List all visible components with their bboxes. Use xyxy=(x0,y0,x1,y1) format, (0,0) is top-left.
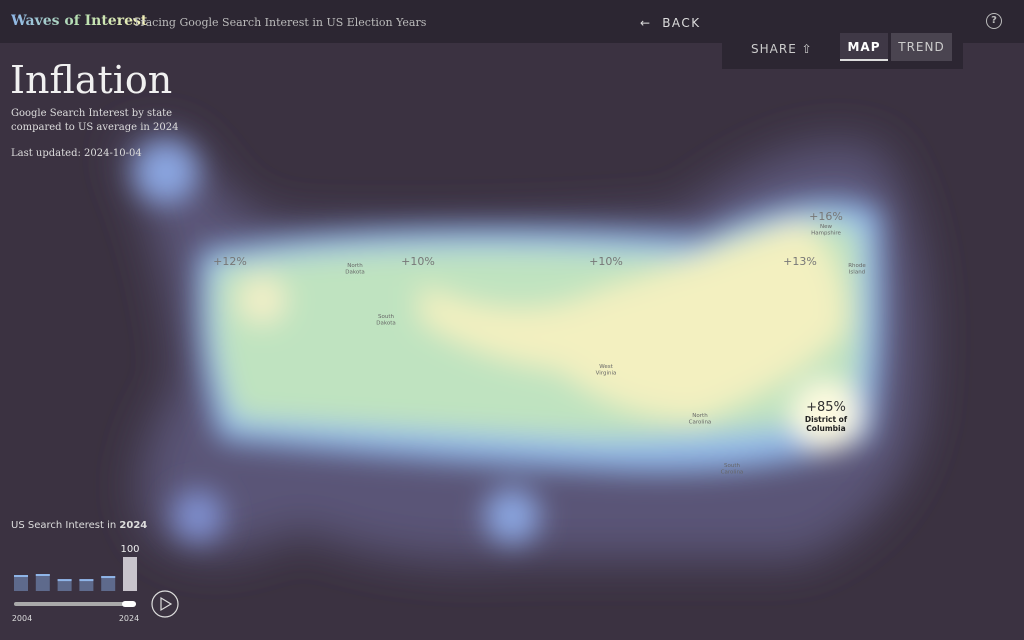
interest-bar xyxy=(57,579,72,591)
year-label: 2004 xyxy=(12,614,32,623)
interest-bar-cap xyxy=(14,575,28,578)
state-label: South Carolina xyxy=(721,463,744,476)
interest-bar xyxy=(35,574,50,591)
state-label: South Dakota xyxy=(376,314,396,327)
interest-bar-cap xyxy=(57,579,72,582)
share-label: SHARE xyxy=(751,42,797,56)
back-arrow: ← xyxy=(640,16,663,30)
back-label: BACK xyxy=(662,16,701,30)
state-percent: +10% xyxy=(401,255,435,268)
subtitle: Google Search Interest by state compared… xyxy=(11,108,179,133)
interest-bar-cap xyxy=(79,579,94,582)
interest-bar xyxy=(123,557,137,591)
back-button[interactable]: ← BACK xyxy=(640,16,701,30)
slider-knob[interactable] xyxy=(122,601,136,607)
state-percent: +10% xyxy=(589,255,623,268)
play-button[interactable] xyxy=(151,590,179,618)
interest-value: 100 xyxy=(120,544,139,555)
state-label: North Carolina xyxy=(689,413,712,426)
trend-tab[interactable]: TREND xyxy=(891,33,952,61)
state-label: New Hampshire xyxy=(811,224,841,237)
topic-title: Inflation xyxy=(10,58,173,102)
state-percent: +16% xyxy=(809,210,843,223)
interest-bar xyxy=(14,575,28,591)
map-tab[interactable]: MAP xyxy=(840,33,888,61)
last-updated: Last updated: 2024-10-04 xyxy=(11,148,142,159)
slider-track[interactable] xyxy=(14,602,136,606)
state-label: Rhode Island xyxy=(848,263,866,276)
interest-bar xyxy=(101,576,116,591)
view-panel: SHARE ⇧ MAP TREND xyxy=(722,24,963,69)
heat-mid xyxy=(134,140,884,544)
state-label: West Virginia xyxy=(596,364,617,377)
interest-label: US Search Interest in 2024 xyxy=(11,520,147,531)
brand[interactable]: Waves of Interest xyxy=(11,13,148,29)
interest-year: 2024 xyxy=(119,520,148,531)
state-label: District of Columbia xyxy=(805,415,848,433)
tagline: Tracing Google Search Interest in US Ele… xyxy=(133,16,427,29)
interest-bar-cap xyxy=(35,574,50,576)
state-percent: +85% xyxy=(806,400,846,415)
interest-bar xyxy=(79,579,94,591)
state-percent: +13% xyxy=(783,255,817,268)
interest-text: US Search Interest in xyxy=(11,520,117,531)
state-percent: +12% xyxy=(213,255,247,268)
year-label: 2024 xyxy=(119,614,139,623)
state-label: North Dakota xyxy=(345,263,365,276)
share-button[interactable]: SHARE ⇧ xyxy=(751,42,813,56)
play-icon xyxy=(160,596,173,612)
interest-bar-cap xyxy=(101,576,116,579)
help-button[interactable]: ? xyxy=(986,13,1002,29)
mini-chart: 100 2004 2024 xyxy=(12,544,179,623)
